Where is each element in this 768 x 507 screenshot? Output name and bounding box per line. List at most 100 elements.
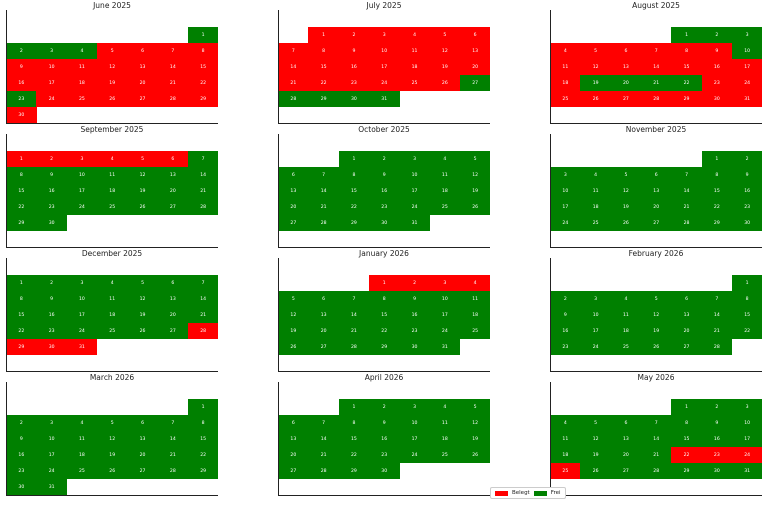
day-cell: 8	[187, 43, 219, 60]
day-cell: 24	[368, 75, 400, 92]
axis-bottom	[6, 495, 218, 496]
axis-bottom	[278, 371, 490, 372]
day-cell: 10	[550, 183, 581, 200]
day-cell: 19	[580, 447, 611, 464]
day-cell: 23	[338, 75, 370, 92]
axis-bottom	[278, 247, 490, 248]
legend-label-frei: Frei	[550, 490, 561, 496]
day-cell: 9	[338, 43, 370, 60]
day-cell: 7	[187, 151, 219, 168]
day-cell: 10	[36, 59, 67, 76]
day-cell: 30	[731, 215, 763, 232]
day-cell: 11	[66, 431, 98, 448]
day-cell: 8	[338, 415, 370, 432]
day-cell: 5	[278, 291, 309, 308]
axis-bottom	[6, 123, 218, 124]
month-title: July 2025	[366, 1, 402, 10]
day-cell: 28	[157, 91, 189, 108]
day-cell: 4	[429, 399, 461, 416]
day-cell: 11	[96, 291, 128, 308]
day-cell: 26	[278, 339, 309, 356]
day-cell: 19	[459, 183, 491, 200]
legend-swatch-frei	[533, 490, 547, 496]
day-cell: 30	[368, 215, 400, 232]
day-cell: 2	[368, 151, 400, 168]
day-cell: 23	[368, 447, 400, 464]
day-cell: 17	[66, 307, 98, 324]
day-cell: 28	[308, 215, 339, 232]
day-cell: 15	[368, 307, 400, 324]
day-cell: 25	[66, 91, 98, 108]
day-cell: 23	[36, 323, 67, 340]
day-cell: 9	[36, 291, 67, 308]
day-cell: 1	[338, 151, 370, 168]
day-cell: 15	[671, 59, 702, 76]
axis-bottom	[278, 495, 490, 496]
day-cell: 13	[157, 167, 189, 184]
day-cell: 20	[157, 307, 189, 324]
day-cell: 1	[187, 399, 219, 416]
day-cell: 21	[338, 323, 370, 340]
day-cell: 25	[66, 463, 98, 480]
day-cell: 7	[157, 43, 189, 60]
day-cell: 29	[338, 215, 370, 232]
day-cell: 3	[731, 399, 763, 416]
day-cell: 18	[96, 307, 128, 324]
day-cell: 20	[157, 183, 189, 200]
day-cell: 17	[36, 75, 67, 92]
day-cell: 26	[96, 463, 128, 480]
day-cell: 29	[671, 463, 702, 480]
day-cell: 27	[157, 199, 189, 216]
day-cell: 21	[640, 447, 672, 464]
axis-left	[6, 382, 7, 495]
day-cell: 5	[640, 291, 672, 308]
legend-item-belegt: Belegt	[495, 490, 530, 496]
legend-swatch-belegt	[495, 490, 508, 496]
day-cell: 11	[610, 307, 642, 324]
day-cell: 24	[66, 323, 98, 340]
day-cell: 19	[640, 323, 672, 340]
day-cell: 23	[550, 339, 581, 356]
day-cell: 22	[671, 447, 702, 464]
day-cell: 18	[96, 183, 128, 200]
day-cell: 10	[399, 167, 430, 184]
day-cell: 19	[278, 323, 309, 340]
day-cell: 12	[610, 183, 642, 200]
day-cell: 4	[459, 275, 491, 292]
day-cell: 18	[610, 323, 642, 340]
day-cell: 9	[731, 167, 763, 184]
day-cell: 12	[429, 43, 461, 60]
day-cell: 29	[187, 463, 219, 480]
day-cell: 2	[550, 291, 581, 308]
day-cell: 6	[157, 151, 189, 168]
day-cell: 19	[429, 59, 461, 76]
day-cell: 14	[338, 307, 370, 324]
day-cell: 11	[399, 43, 430, 60]
day-cell: 25	[550, 463, 581, 480]
day-cell: 16	[550, 323, 581, 340]
day-cell: 9	[6, 59, 37, 76]
day-cell: 25	[550, 91, 581, 108]
day-cell: 6	[127, 415, 158, 432]
day-cell: 28	[640, 463, 672, 480]
day-cell: 24	[66, 199, 98, 216]
day-cell: 12	[640, 307, 672, 324]
day-cell: 19	[96, 75, 128, 92]
day-cell: 14	[671, 183, 702, 200]
day-cell: 3	[368, 27, 400, 44]
day-cell: 26	[127, 199, 158, 216]
day-cell: 14	[308, 183, 339, 200]
day-cell: 3	[66, 151, 98, 168]
day-cell: 12	[580, 59, 611, 76]
month-title: June 2025	[93, 1, 131, 10]
day-cell: 22	[731, 323, 763, 340]
day-cell: 12	[127, 291, 158, 308]
day-cell: 6	[278, 415, 309, 432]
day-cell: 23	[701, 447, 733, 464]
axis-left	[278, 258, 279, 371]
day-cell: 18	[580, 199, 611, 216]
day-cell: 15	[187, 59, 219, 76]
day-cell: 23	[701, 75, 733, 92]
day-cell: 22	[187, 75, 219, 92]
day-cell: 8	[731, 291, 763, 308]
